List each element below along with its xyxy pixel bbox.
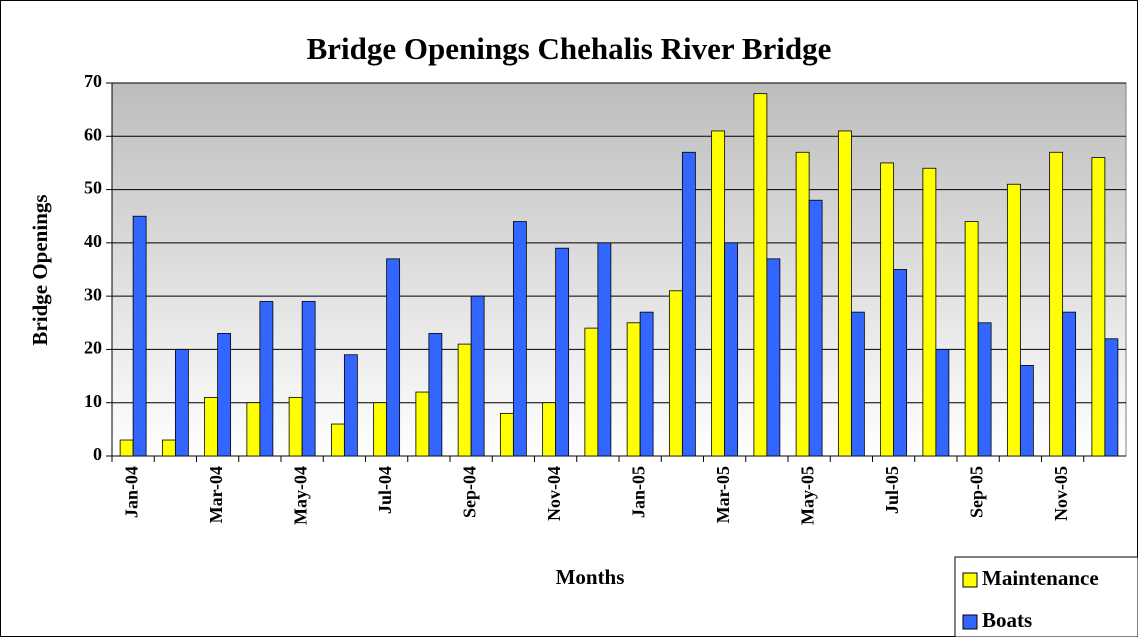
bar [850,311,865,457]
legend-label: Maintenance [982,566,1099,590]
bar [1062,311,1077,457]
x-tick-label: Sep-05 [966,466,986,518]
bar [330,423,345,457]
x-tick-label: Jul-04 [375,466,395,514]
y-tick-label: 30 [84,284,102,304]
bar [204,396,219,457]
x-tick-label: Jul-05 [882,466,902,514]
x-tick-label: Jan-04 [121,466,141,518]
bar [1006,183,1021,457]
bar [119,439,134,457]
bar [542,402,557,457]
bar [457,343,472,457]
y-tick-label: 50 [84,178,102,198]
bar [724,242,739,457]
y-tick-label: 70 [84,71,102,91]
legend-swatch [962,572,978,588]
bar [626,322,641,457]
bar [1104,338,1119,457]
bar [922,167,937,457]
bar [1049,151,1064,457]
x-axis-title: Months [556,565,625,589]
x-tick-label: May-04 [290,466,310,525]
bar [766,258,781,457]
bar [808,199,823,457]
legend-swatch [962,614,978,630]
bar [415,391,430,457]
y-tick-label: 60 [84,124,102,144]
bar [964,221,979,457]
bar [470,295,485,457]
bar [880,162,895,457]
y-tick-label: 0 [93,444,102,464]
x-tick-label: Mar-04 [206,466,226,523]
bar [1091,157,1106,457]
bar [301,301,316,457]
plot-area [111,82,1127,457]
bar [246,402,261,457]
y-tick-label: 20 [84,338,102,358]
bar [837,130,852,457]
x-tick-label: Sep-04 [459,466,479,518]
bar [584,327,599,457]
bar [753,93,768,457]
bar [288,396,303,457]
bar [512,221,527,457]
bar [259,301,274,457]
y-tick-label: 40 [84,231,102,251]
x-tick-label: Jan-05 [628,466,648,518]
bar [174,349,189,457]
legend-label: Boats [982,608,1032,632]
chart-title: Bridge Openings Chehalis River Bridge [307,31,832,66]
bar [555,247,570,457]
bar [217,333,232,457]
x-tick-label: Mar-05 [713,466,733,523]
bar [428,333,443,457]
bar [668,290,683,457]
y-tick-label: 10 [84,391,102,411]
bar [1019,365,1034,457]
x-tick-label: Nov-05 [1051,466,1071,521]
bar [597,242,612,457]
y-axis-title: Bridge Openings [28,194,52,345]
bar [795,151,810,457]
bar [639,311,654,457]
bar [681,151,696,457]
legend-box [954,556,1138,637]
bar [499,412,514,457]
x-tick-label: May-05 [797,466,817,525]
bar [161,439,176,457]
bar [935,349,950,457]
bar [132,215,147,457]
bar [711,130,726,457]
x-tick-label: Nov-04 [544,466,564,521]
bar [893,269,908,457]
bar [343,354,358,457]
bar [977,322,992,457]
bar [386,258,401,457]
bar [373,402,388,457]
